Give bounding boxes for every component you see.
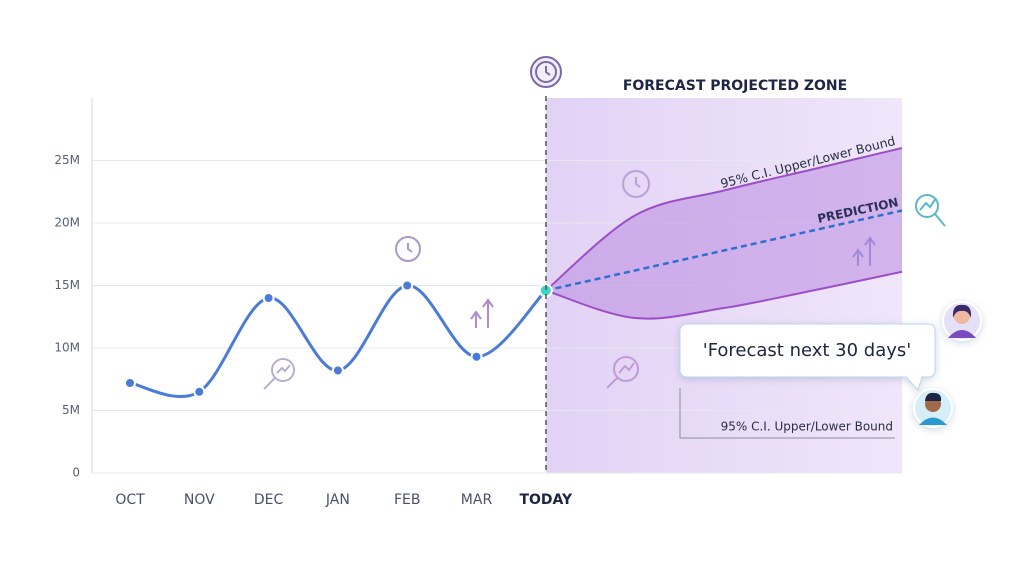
callout-box [679,323,936,391]
data-point [401,279,414,292]
y-tick-label: 10M [54,341,80,355]
arrows-icon [470,298,494,328]
callout-text: 'Forecast next 30 days' [703,340,912,361]
prediction-line [545,209,903,292]
search-icon [606,356,639,389]
x-tick-label: FEB [394,492,421,508]
x-tick-label: JAN [325,492,350,508]
icons [263,56,946,390]
clock-icon [395,236,421,262]
avatar [942,301,982,341]
y-tick-label: 20M [54,216,80,230]
callout-note: 95% C.I. Upper/Lower Bound [721,420,893,434]
x-tick-label: TODAY [519,492,573,508]
data-point [331,364,344,377]
y-tick-label: 0 [72,466,80,480]
bracket [679,388,895,439]
y-tick-label: 5M [62,403,80,417]
callout [679,323,936,391]
y-tick-label: 25M [54,153,80,167]
upper-bound [545,147,903,292]
x-tick-label: DEC [254,492,284,508]
avatar [913,388,953,428]
clock-icon [530,56,562,88]
data-point [124,377,136,389]
zone-title: FORECAST PROJECTED ZONE [623,78,847,94]
confidence-band [545,148,902,319]
x-tick-label: OCT [115,492,145,508]
clock-icon [622,170,650,198]
history-line [129,284,547,399]
search-icon [263,358,295,390]
arrows-icon [852,236,876,266]
y-tick-label: 15M [54,278,80,292]
x-tick-label: NOV [184,492,215,508]
lower-bound [545,270,903,320]
data-point [262,292,275,304]
data-point [470,350,483,363]
search-icon [915,194,946,227]
data-point [193,385,206,398]
x-tick-label: MAR [461,492,493,508]
